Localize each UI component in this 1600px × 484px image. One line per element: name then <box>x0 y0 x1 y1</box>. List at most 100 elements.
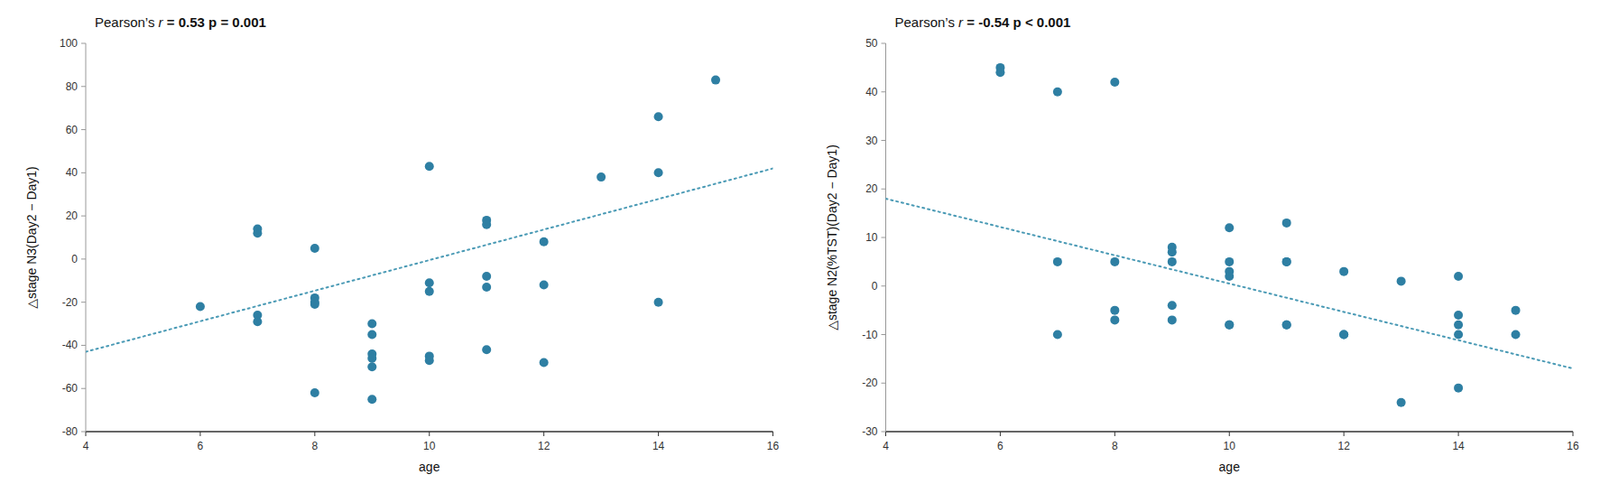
scatter-point <box>1339 267 1349 277</box>
x-tick-label: 4 <box>83 439 90 453</box>
scatter-point <box>367 353 377 363</box>
annotation-part: = 0.53 p = 0.001 <box>163 14 267 30</box>
scatter-point <box>367 361 377 371</box>
scatter-point <box>654 167 664 177</box>
y-tick <box>881 285 887 287</box>
scatter-point <box>1282 320 1292 330</box>
scatter-point <box>252 316 262 326</box>
scatter-point <box>1282 257 1292 267</box>
y-tick <box>881 91 887 93</box>
scatter-point <box>1053 257 1063 267</box>
scatter-point <box>1167 314 1177 324</box>
y-axis-label: △stage N2(%TST)(Day2 − Day1) <box>824 144 840 331</box>
x-tick-label: 6 <box>997 439 1004 453</box>
scatter-point <box>367 394 377 404</box>
y-tick-label: -40 <box>62 338 79 352</box>
x-tick-label: 10 <box>1223 439 1237 453</box>
y-tick <box>81 129 86 130</box>
scatter-point <box>367 319 377 329</box>
scatter-point <box>1224 271 1234 281</box>
x-tick <box>1458 431 1460 436</box>
x-tick <box>999 431 1001 436</box>
scatter-point <box>481 344 491 354</box>
scatter-point <box>1453 383 1463 393</box>
scatter-point <box>539 237 549 247</box>
scatter-point <box>1224 222 1234 232</box>
x-tick <box>314 431 315 436</box>
x-axis-label: age <box>1219 459 1241 474</box>
scatter-point <box>425 277 435 287</box>
y-tick <box>881 382 887 384</box>
scatter-point <box>1167 300 1177 310</box>
x-tick-label: 8 <box>1111 439 1119 453</box>
y-tick <box>881 139 887 141</box>
y-tick <box>81 172 86 174</box>
scatter-point <box>1339 330 1349 340</box>
y-tick-label: -20 <box>861 376 879 389</box>
x-tick <box>1229 431 1231 436</box>
scatter-point <box>1339 330 1349 340</box>
x-tick <box>428 431 430 436</box>
scatter-point <box>1396 397 1406 407</box>
scatter-point <box>310 243 320 253</box>
scatter-point <box>1396 276 1406 286</box>
panel: 46810121416-80-60-40-20020406080100age△s… <box>24 14 779 474</box>
y-tick-label: 50 <box>865 36 879 50</box>
scatter-point <box>995 67 1005 77</box>
scatter-point <box>310 388 320 398</box>
y-tick-label: -30 <box>861 425 879 438</box>
y-tick <box>881 43 887 45</box>
y-tick-label: 30 <box>865 134 879 148</box>
y-tick <box>81 43 86 45</box>
x-tick <box>1343 431 1345 436</box>
y-tick-label: 0 <box>71 252 78 266</box>
x-tick-label: 8 <box>311 439 318 453</box>
x-tick-label: 4 <box>882 439 889 453</box>
x-tick-label: 14 <box>1452 439 1465 453</box>
x-tick-label: 14 <box>652 439 666 453</box>
scatter-point <box>1282 320 1292 330</box>
scatter-point <box>425 286 435 296</box>
x-tick-label: 16 <box>767 439 780 453</box>
scatter-point <box>1282 257 1292 267</box>
scatter-point <box>481 220 491 230</box>
x-tick <box>543 431 545 436</box>
annotation-part: = -0.54 p < 0.001 <box>962 14 1071 30</box>
y-tick-label: 100 <box>59 36 78 50</box>
scatter-point <box>596 172 606 182</box>
y-tick <box>81 388 86 389</box>
scatter-point <box>425 355 435 365</box>
y-tick <box>881 237 887 239</box>
y-tick <box>881 431 887 433</box>
scatter-point <box>1167 257 1177 267</box>
y-tick <box>81 301 86 303</box>
x-tick <box>885 431 887 436</box>
scatter-point <box>1109 305 1120 315</box>
scatter-point <box>654 297 664 307</box>
x-tick <box>85 431 87 436</box>
annotation: Pearson’s r = -0.54 p < 0.001 <box>895 14 1072 30</box>
scatter-point <box>1224 320 1234 330</box>
x-tick-label: 12 <box>537 439 551 453</box>
figure: 46810121416-80-60-40-20020406080100age△s… <box>0 0 1600 484</box>
scatter-point <box>367 330 377 340</box>
y-axis-line <box>85 43 87 432</box>
scatter-point <box>654 111 664 121</box>
plot-area <box>886 63 1574 407</box>
scatter-point <box>481 271 491 281</box>
plot-area <box>85 75 774 405</box>
x-tick-label: 10 <box>423 439 436 453</box>
y-tick-label: 40 <box>865 85 879 99</box>
y-tick-label: 20 <box>865 182 879 195</box>
x-tick <box>657 431 659 436</box>
y-tick <box>81 258 86 259</box>
scatter-point <box>1109 77 1120 87</box>
scatter-point <box>1511 330 1521 340</box>
y-axis-label: △stage N3(Day2 − Day1) <box>24 166 39 308</box>
trend-line <box>85 168 774 352</box>
x-tick <box>199 431 201 436</box>
scatter-point <box>1453 320 1463 330</box>
scatter-point <box>1453 310 1463 320</box>
scatter-point <box>1224 320 1234 330</box>
x-tick-label: 12 <box>1337 439 1351 453</box>
